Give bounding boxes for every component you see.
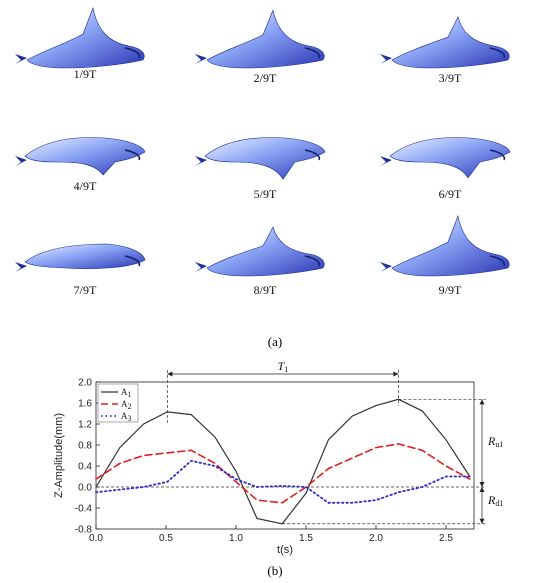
- panel-a-label: (a): [268, 334, 282, 349]
- manta-body: [206, 226, 325, 277]
- manta-head: [124, 149, 141, 161]
- lower-range-label: Rd1: [487, 493, 503, 508]
- y-tick-label: 2.0: [78, 378, 92, 389]
- legend-label: A2: [121, 399, 132, 411]
- y-tick-label: -0.4: [75, 504, 93, 515]
- manta-tail: [380, 262, 392, 272]
- manta-head: [304, 47, 321, 59]
- manta-head: [489, 255, 506, 267]
- manta-frame: [15, 137, 146, 176]
- arrow-head: [167, 371, 173, 377]
- manta-frame: [380, 15, 510, 69]
- y-tick-label: 1.2: [78, 420, 92, 431]
- arrow-head: [479, 482, 485, 487]
- series-line: [95, 443, 471, 504]
- legend-label-sub: 1: [128, 390, 132, 399]
- manta-frame: [380, 214, 510, 277]
- legend-label: A3: [121, 411, 132, 423]
- upper-range-label: Ru1: [487, 434, 503, 449]
- manta-body: [24, 137, 146, 176]
- period-label: T1: [278, 359, 289, 374]
- amplitude-chart: 0.0 0.5 1.0 1.5 2.0 2.5 -0.8 -0.4 0.0 0.4 0.8 1.2 1.…: [53, 359, 503, 556]
- manta-head: [304, 255, 321, 267]
- frame-label: 9/9T: [439, 283, 462, 297]
- manta-body: [24, 243, 146, 270]
- manta-frame: [195, 226, 325, 277]
- manta-frame: [15, 6, 145, 69]
- x-tick-label: 2.0: [369, 533, 383, 544]
- y-tick-label: -0.8: [75, 525, 93, 536]
- legend-label: A1: [121, 387, 132, 399]
- manta-tail: [380, 54, 392, 64]
- arrow-head: [479, 487, 485, 492]
- manta-tail: [195, 54, 207, 64]
- chart-annotations: T1 Ru1 Rd1: [167, 359, 503, 524]
- chart-guides: [96, 370, 486, 525]
- chart-series: [95, 398, 471, 525]
- frame-label: 5/9T: [254, 187, 277, 201]
- manta-tail: [195, 262, 207, 272]
- arrow-head: [479, 399, 485, 405]
- manta-body: [206, 9, 325, 69]
- manta-head: [124, 255, 141, 267]
- manta-body: [204, 137, 326, 180]
- y-tick-label: 0.0: [78, 483, 92, 494]
- x-tick-label: 0.5: [159, 533, 173, 544]
- manta-body: [26, 6, 145, 69]
- manta-head: [304, 149, 321, 161]
- series-line: [95, 398, 471, 525]
- y-tick-label: 0.8: [78, 441, 92, 452]
- manta-tail: [15, 262, 27, 272]
- y-tick-label: 0.4: [78, 462, 92, 473]
- arrow-head: [479, 518, 485, 524]
- plot-frame: [95, 381, 475, 530]
- x-tick-label: 0.0: [89, 533, 103, 544]
- manta-tail: [15, 156, 27, 166]
- legend-label-sub: 2: [128, 402, 132, 411]
- manta-head: [489, 47, 506, 59]
- frame-label: 4/9T: [74, 179, 97, 193]
- manta-frame: [15, 243, 146, 272]
- arrow-head: [393, 371, 399, 377]
- manta-frame: [195, 9, 325, 69]
- manta-body: [389, 137, 511, 179]
- panel-b-label: (b): [267, 563, 282, 578]
- manta-tail: [195, 156, 207, 166]
- chart-axes: 0.0 0.5 1.0 1.5 2.0 2.5 -0.8 -0.4 0.0 0.4 0.8 1.2 1.…: [53, 378, 475, 556]
- y-tick-label: 1.6: [78, 399, 92, 410]
- manta-frame: [195, 137, 326, 180]
- manta-tail: [15, 54, 27, 64]
- x-axis-label: t(s): [277, 544, 293, 556]
- y-axis-label: Z-Amplitude(mm): [53, 413, 65, 498]
- frame-label: 3/9T: [439, 71, 462, 85]
- frame-label: 6/9T: [439, 187, 462, 201]
- manta-body: [391, 214, 510, 277]
- x-tick-label: 2.5: [439, 533, 453, 544]
- manta-frame: [380, 137, 511, 179]
- manta-body: [391, 15, 510, 69]
- frame-label: 1/9T: [74, 67, 97, 81]
- manta-head: [124, 47, 141, 59]
- x-tick-label: 1.5: [299, 533, 313, 544]
- manta-frames: 1/9T 2/9T 3/9T 4/9T 5/9T 6/9T 7/9T 8/9T 9/9T: [15, 6, 511, 297]
- frame-label: 8/9T: [254, 283, 277, 297]
- legend-box: [97, 383, 139, 423]
- frame-label: 7/9T: [74, 283, 97, 297]
- series-line: [95, 459, 471, 504]
- x-tick-label: 1.0: [229, 533, 243, 544]
- manta-head: [489, 149, 506, 161]
- legend-label-sub: 3: [128, 414, 132, 423]
- frame-label: 2/9T: [254, 71, 277, 85]
- manta-tail: [380, 156, 392, 166]
